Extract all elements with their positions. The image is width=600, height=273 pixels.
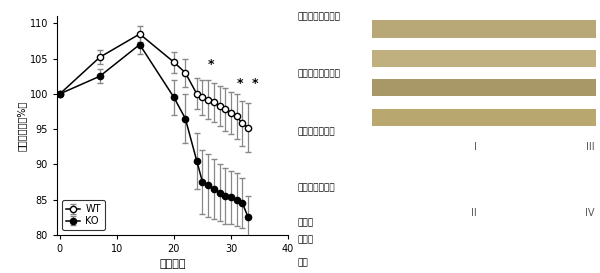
Text: I: I (474, 142, 477, 152)
Y-axis label: 体重の増減（%）: 体重の増減（%） (17, 100, 26, 151)
Legend: WT, KO: WT, KO (62, 200, 104, 230)
Text: IV: IV (585, 208, 595, 218)
Text: II: II (472, 208, 477, 218)
Text: 野生型マウス＃１: 野生型マウス＃１ (297, 12, 340, 21)
Bar (372, 20, 596, 37)
Bar (372, 50, 596, 67)
Bar (372, 109, 596, 126)
Text: 欠損マウス＃２: 欠損マウス＃２ (297, 183, 335, 192)
Text: 野生型: 野生型 (297, 218, 313, 227)
Text: 欠損マウス＃１: 欠損マウス＃１ (297, 127, 335, 136)
Text: *: * (236, 77, 243, 90)
Text: III: III (586, 142, 595, 152)
Text: *: * (208, 58, 214, 71)
Text: マウス: マウス (297, 235, 313, 244)
Text: *: * (251, 77, 258, 90)
Text: 欠損: 欠損 (297, 258, 308, 267)
X-axis label: 経過日数: 経過日数 (159, 259, 186, 269)
Bar (372, 79, 596, 96)
Text: 野生型マウス＃２: 野生型マウス＃２ (297, 70, 340, 79)
